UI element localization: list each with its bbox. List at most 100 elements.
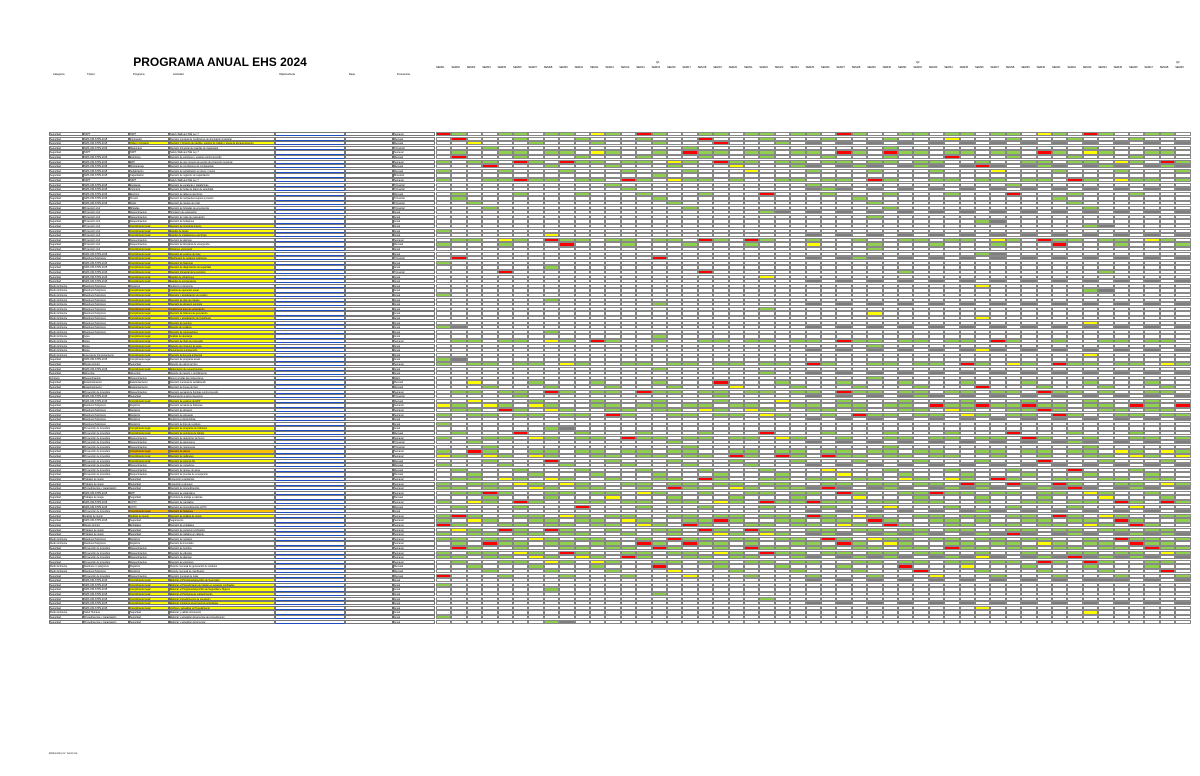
week-cell[interactable] (1098, 173, 1114, 178)
week-cell[interactable] (759, 325, 775, 330)
week-cell[interactable] (851, 224, 868, 229)
week-cell[interactable] (482, 357, 498, 362)
week-cell[interactable] (759, 293, 775, 298)
week-cell[interactable] (574, 371, 590, 376)
week-cell[interactable] (667, 210, 683, 215)
week-cell[interactable] (851, 260, 868, 265)
week-cell[interactable] (1021, 366, 1037, 371)
week-cell[interactable] (620, 155, 637, 160)
week-cell[interactable] (1067, 518, 1083, 523)
week-cell[interactable] (836, 394, 852, 399)
week-cell[interactable] (1144, 339, 1160, 344)
week-cell[interactable] (620, 288, 637, 293)
week-cell[interactable] (528, 398, 544, 403)
week-cell[interactable] (436, 477, 452, 482)
week-cell[interactable] (466, 320, 483, 325)
week-cell[interactable] (790, 421, 806, 426)
week-cell[interactable] (1052, 394, 1068, 399)
week-cell[interactable] (928, 504, 945, 509)
week-cell[interactable] (867, 444, 883, 449)
week-cell[interactable] (559, 145, 575, 150)
week-cell[interactable] (482, 329, 498, 334)
week-cell[interactable] (805, 302, 821, 307)
week-cell[interactable] (759, 398, 775, 403)
week-cell[interactable] (682, 334, 698, 339)
week-cell[interactable] (990, 435, 1006, 440)
week-cell[interactable] (821, 159, 837, 164)
week-cell[interactable] (466, 306, 483, 311)
week-cell[interactable] (744, 210, 760, 215)
week-cell[interactable] (867, 201, 883, 206)
week-cell[interactable] (990, 316, 1006, 321)
week-cell[interactable] (1052, 435, 1068, 440)
week-cell[interactable] (790, 297, 806, 302)
week-cell[interactable] (1159, 237, 1176, 242)
week-cell[interactable] (1144, 444, 1160, 449)
week-cell[interactable] (605, 274, 621, 279)
week-cell[interactable] (466, 366, 483, 371)
week-cell[interactable] (975, 178, 991, 183)
week-cell[interactable] (636, 518, 652, 523)
week-cell[interactable] (990, 431, 1006, 436)
week-cell[interactable] (1129, 228, 1145, 233)
week-cell[interactable] (713, 490, 729, 495)
week-cell[interactable] (513, 435, 529, 440)
week-cell[interactable] (882, 168, 898, 173)
week-cell[interactable] (1021, 205, 1037, 210)
week-cell[interactable] (728, 449, 744, 454)
week-cell[interactable] (651, 334, 667, 339)
week-cell[interactable] (466, 242, 483, 247)
week-cell[interactable] (497, 486, 513, 491)
week-cell[interactable] (482, 325, 498, 330)
week-cell[interactable] (620, 187, 637, 192)
week-cell[interactable] (928, 417, 945, 422)
week-cell[interactable] (436, 486, 452, 491)
week-cell[interactable] (482, 444, 498, 449)
week-cell[interactable] (574, 500, 590, 505)
week-cell[interactable] (528, 352, 544, 357)
week-cell[interactable] (851, 334, 868, 339)
week-cell[interactable] (744, 394, 760, 399)
week-cell[interactable] (774, 274, 791, 279)
week-cell[interactable] (1052, 495, 1068, 500)
week-cell[interactable] (697, 357, 714, 362)
week-cell[interactable] (744, 435, 760, 440)
week-cell[interactable] (1067, 141, 1083, 146)
week-cell[interactable] (1175, 283, 1191, 288)
week-cell[interactable] (728, 136, 744, 141)
week-cell[interactable] (497, 242, 513, 247)
week-cell[interactable] (1098, 187, 1114, 192)
week-cell[interactable] (928, 449, 945, 454)
week-cell[interactable] (959, 214, 975, 219)
week-cell[interactable] (590, 348, 606, 353)
week-cell[interactable] (882, 417, 898, 422)
week-cell[interactable] (959, 357, 975, 362)
week-cell[interactable] (1159, 343, 1176, 348)
week-cell[interactable] (882, 408, 898, 413)
week-cell[interactable] (728, 191, 744, 196)
week-cell[interactable] (559, 329, 575, 334)
week-cell[interactable] (1005, 463, 1022, 468)
week-cell[interactable] (759, 196, 775, 201)
week-cell[interactable] (528, 159, 544, 164)
week-cell[interactable] (667, 481, 683, 486)
week-cell[interactable] (466, 527, 483, 532)
week-cell[interactable] (636, 486, 652, 491)
week-cell[interactable] (636, 454, 652, 459)
week-cell[interactable] (543, 214, 560, 219)
week-cell[interactable] (451, 449, 467, 454)
week-cell[interactable] (744, 164, 760, 169)
week-cell[interactable] (805, 527, 821, 532)
week-cell[interactable] (651, 182, 667, 187)
week-cell[interactable] (651, 343, 667, 348)
week-cell[interactable] (497, 164, 513, 169)
week-cell[interactable] (1098, 417, 1114, 422)
week-cell[interactable] (482, 224, 498, 229)
week-cell[interactable] (1098, 481, 1114, 486)
week-cell[interactable] (1098, 357, 1114, 362)
week-cell[interactable] (667, 343, 683, 348)
week-cell[interactable] (1098, 500, 1114, 505)
week-cell[interactable] (651, 472, 667, 477)
week-cell[interactable] (774, 242, 791, 247)
week-cell[interactable] (728, 509, 744, 514)
